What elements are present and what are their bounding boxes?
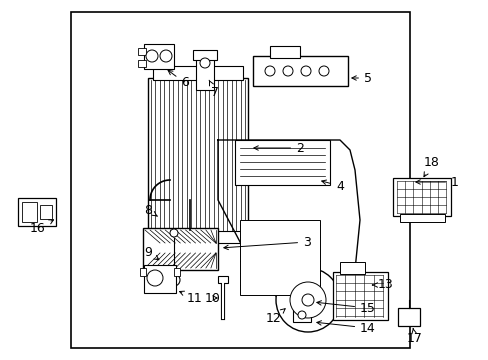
Bar — [18, 198, 56, 226]
Circle shape — [302, 294, 313, 306]
Circle shape — [146, 50, 158, 62]
Bar — [148, 78, 247, 233]
Bar — [174, 268, 180, 276]
Text: 15: 15 — [316, 301, 375, 315]
Text: 6: 6 — [168, 70, 188, 90]
Text: 16: 16 — [30, 220, 54, 234]
Bar — [332, 272, 387, 320]
Bar — [142, 228, 218, 270]
Circle shape — [275, 268, 339, 332]
Text: 2: 2 — [253, 141, 304, 154]
Bar — [143, 265, 176, 293]
Circle shape — [160, 50, 172, 62]
Circle shape — [200, 58, 209, 68]
Text: 1: 1 — [415, 175, 458, 189]
Bar — [252, 56, 347, 86]
Text: 14: 14 — [316, 321, 375, 334]
Bar — [138, 60, 146, 67]
Text: 5: 5 — [351, 72, 371, 85]
Text: 3: 3 — [224, 235, 310, 249]
Bar — [292, 285, 310, 299]
Bar — [235, 140, 329, 185]
Text: 7: 7 — [209, 80, 219, 99]
Bar — [399, 214, 444, 222]
Circle shape — [301, 66, 310, 76]
Bar — [143, 44, 174, 69]
Bar — [71, 12, 409, 348]
Text: 10: 10 — [204, 292, 221, 305]
Bar — [40, 205, 52, 219]
Bar — [218, 276, 227, 283]
Circle shape — [283, 66, 292, 76]
Text: 18: 18 — [423, 157, 439, 177]
Text: 9: 9 — [144, 246, 159, 260]
Text: 11: 11 — [179, 291, 203, 305]
Bar — [138, 48, 146, 55]
Text: 8: 8 — [143, 203, 157, 216]
Bar — [339, 262, 364, 274]
Circle shape — [170, 229, 178, 237]
Text: 17: 17 — [406, 329, 422, 345]
Circle shape — [168, 274, 180, 286]
Circle shape — [318, 66, 328, 76]
Text: 13: 13 — [372, 279, 393, 292]
Bar — [153, 231, 243, 243]
Bar — [269, 46, 299, 58]
Bar — [240, 220, 319, 295]
Bar — [140, 268, 146, 276]
Bar — [153, 66, 243, 80]
Circle shape — [297, 311, 305, 319]
Text: 12: 12 — [265, 309, 285, 324]
Bar — [397, 308, 419, 326]
Text: 4: 4 — [321, 180, 343, 193]
Bar — [196, 55, 214, 90]
Circle shape — [289, 282, 325, 318]
Bar — [193, 50, 217, 60]
Circle shape — [264, 66, 274, 76]
Bar — [22, 202, 37, 222]
Bar — [292, 308, 310, 322]
Circle shape — [147, 270, 163, 286]
Bar — [392, 178, 450, 216]
